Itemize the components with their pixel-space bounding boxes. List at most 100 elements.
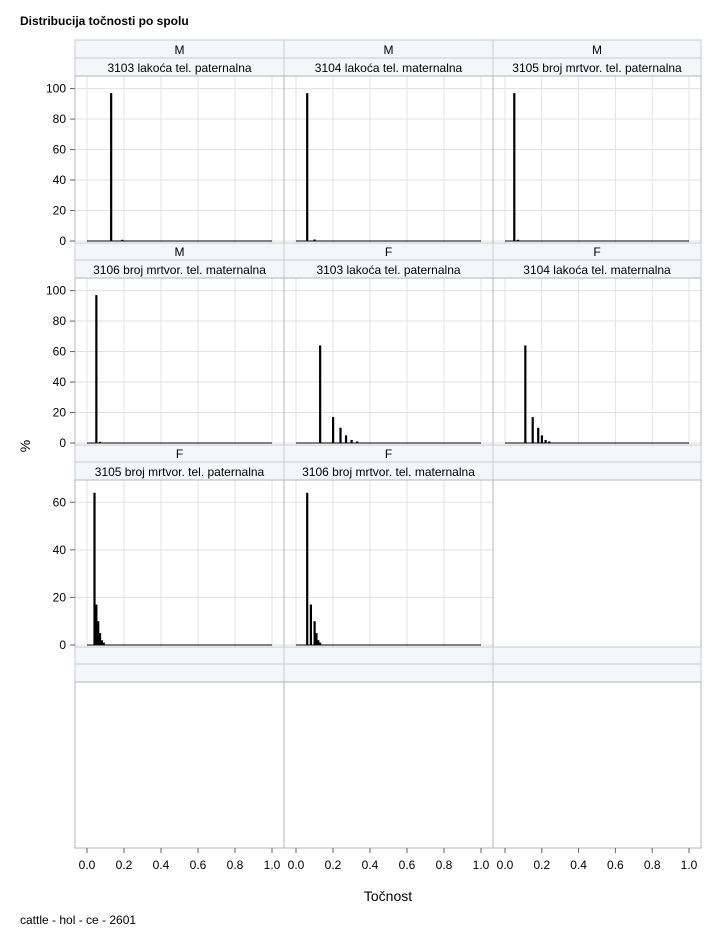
panel-sex-label: M	[384, 43, 394, 57]
panel-header-sex	[74, 646, 285, 665]
panel-trait-label: 3104 lakoća tel. maternalna	[523, 263, 671, 277]
y-tick-label: 60	[53, 143, 67, 157]
panel-trait-label: 3103 lakoća tel. paternalna	[107, 61, 251, 75]
x-tick-label: 0.2	[116, 858, 133, 872]
y-tick-label: 40	[53, 173, 67, 187]
panel-plot-area	[75, 480, 284, 647]
panel-plot-area	[75, 76, 284, 243]
histogram-bar	[516, 239, 520, 241]
panel-trait-label: 3106 broj mrtvor. tel. maternalna	[93, 263, 266, 277]
y-tick-label: 20	[53, 406, 67, 420]
histogram-bar	[102, 642, 105, 645]
histogram-bar	[524, 345, 527, 443]
panel-sex-label: F	[176, 447, 183, 461]
y-tick-label: 20	[53, 204, 67, 218]
histogram-bar	[319, 642, 322, 645]
x-tick-label: 0.2	[325, 858, 342, 872]
histogram-bar	[95, 604, 98, 645]
histogram-bar	[306, 93, 309, 241]
panel-sex-label: F	[593, 245, 600, 259]
footnote: cattle - hol - ce - 2601	[20, 913, 137, 927]
panel-trait-label: 3105 broj mrtvor. tel. paternalna	[95, 465, 265, 479]
panel-header-trait	[492, 461, 702, 481]
x-tick-label: 0.8	[227, 858, 244, 872]
histogram-bar	[540, 435, 543, 443]
y-tick-label: 0	[59, 638, 66, 652]
panel-trait-label: 3106 broj mrtvor. tel. maternalna	[302, 465, 475, 479]
x-tick-label: 0.8	[436, 858, 453, 872]
histogram-bar	[544, 439, 547, 443]
x-tick-label: 0.2	[533, 858, 550, 872]
panel-plot-area	[493, 682, 701, 848]
x-tick-label: 0.8	[644, 858, 661, 872]
x-tick-label: 1.0	[264, 858, 281, 872]
panel-sex-label: M	[592, 43, 602, 57]
panel-trait-label: 3105 broj mrtvor. tel. paternalna	[512, 61, 682, 75]
x-tick-label: 0.0	[497, 858, 514, 872]
histogram-bar	[339, 427, 342, 443]
panel-header-sex	[492, 646, 702, 665]
x-tick-label: 0.4	[362, 858, 379, 872]
x-axis-title: Točnost	[364, 888, 412, 904]
x-tick-label: 1.0	[473, 858, 490, 872]
x-tick-label: 0.6	[607, 858, 624, 872]
chart-title: Distribucija točnosti po spolu	[20, 14, 189, 28]
histogram-bar	[531, 417, 534, 443]
histogram-bar	[313, 239, 316, 241]
histogram-bar	[98, 633, 102, 645]
y-tick-label: 40	[53, 543, 67, 557]
histogram-bar	[356, 441, 359, 443]
histogram-bar	[97, 621, 100, 645]
y-axis-title: %	[17, 440, 33, 452]
x-tick-label: 0.4	[570, 858, 587, 872]
panel-frame	[492, 681, 702, 849]
panel-plot-area	[284, 480, 493, 647]
panel-plot-area	[75, 278, 284, 445]
histogram-bar	[332, 417, 335, 443]
panel-header-sex	[283, 646, 494, 665]
histogram-bar	[100, 640, 103, 645]
histogram-bar	[110, 93, 113, 241]
histogram-bar	[319, 345, 322, 443]
panel-sex-label: F	[385, 447, 392, 461]
y-tick-label: 80	[53, 112, 67, 126]
panel-plot-area	[493, 278, 701, 445]
histogram-bar	[344, 435, 348, 443]
histogram-bar	[93, 492, 96, 645]
panel-plot-area	[284, 76, 493, 243]
histogram-bar	[95, 295, 98, 443]
panel-sex-label: F	[385, 245, 392, 259]
y-tick-label: 100	[46, 284, 66, 298]
histogram-bar	[548, 441, 551, 443]
panel-header-trait	[492, 663, 702, 683]
panel-plot-area	[284, 278, 493, 445]
histogram-bar	[350, 439, 353, 443]
histogram-bar	[121, 239, 124, 241]
x-tick-label: 0.4	[153, 858, 170, 872]
x-tick-label: 0.6	[190, 858, 207, 872]
panel-header-sex	[492, 444, 702, 463]
y-tick-label: 0	[59, 436, 66, 450]
x-tick-label: 0.0	[288, 858, 305, 872]
panel-trait-label: 3104 lakoća tel. maternalna	[315, 61, 463, 75]
y-tick-label: 0	[59, 234, 66, 248]
panel-plot-area	[75, 682, 284, 848]
y-tick-label: 80	[53, 314, 67, 328]
panel-plot-area	[284, 682, 493, 848]
y-tick-label: 20	[53, 590, 67, 604]
histogram-bar	[317, 640, 320, 645]
y-tick-label: 100	[46, 82, 66, 96]
histogram-bar	[135, 240, 139, 242]
x-tick-label: 0.6	[399, 858, 416, 872]
x-tick-label: 0.0	[79, 858, 96, 872]
histogram-bar	[128, 240, 131, 242]
histogram-bar	[513, 93, 516, 241]
panel-header-trait	[74, 663, 285, 683]
panel-sex-label: M	[175, 43, 185, 57]
panel-plot-area	[493, 480, 701, 647]
histogram-bar	[313, 621, 316, 645]
panel-plot-area	[493, 76, 701, 243]
histogram-bar	[315, 633, 318, 645]
panel-trait-label: 3103 lakoća tel. paternalna	[316, 263, 460, 277]
